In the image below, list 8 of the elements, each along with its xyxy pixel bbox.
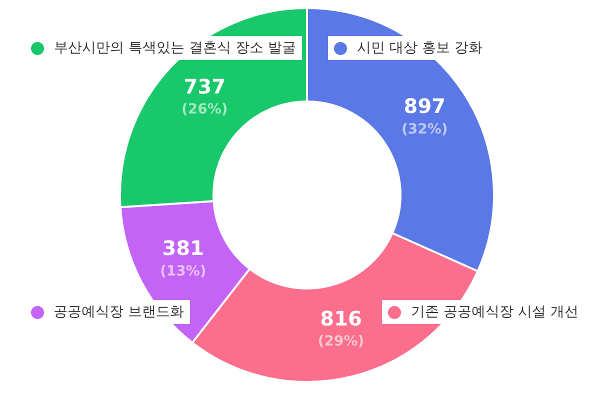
data-label: 381 (13%) (160, 236, 206, 280)
data-label: 897 (32%) (402, 94, 448, 138)
legend-label: 부산시만의 특색있는 결혼식 장소 발굴 (25, 36, 302, 60)
data-label: 737 (26%) (182, 74, 228, 118)
legend-label: 공공예식장 브랜드화 (24, 300, 190, 324)
data-label: 816 (29%) (318, 306, 364, 350)
legend-label: 시민 대상 홍보 강화 (328, 36, 488, 60)
legend-label: 기존 공공예식장 시설 개선 (382, 300, 584, 324)
